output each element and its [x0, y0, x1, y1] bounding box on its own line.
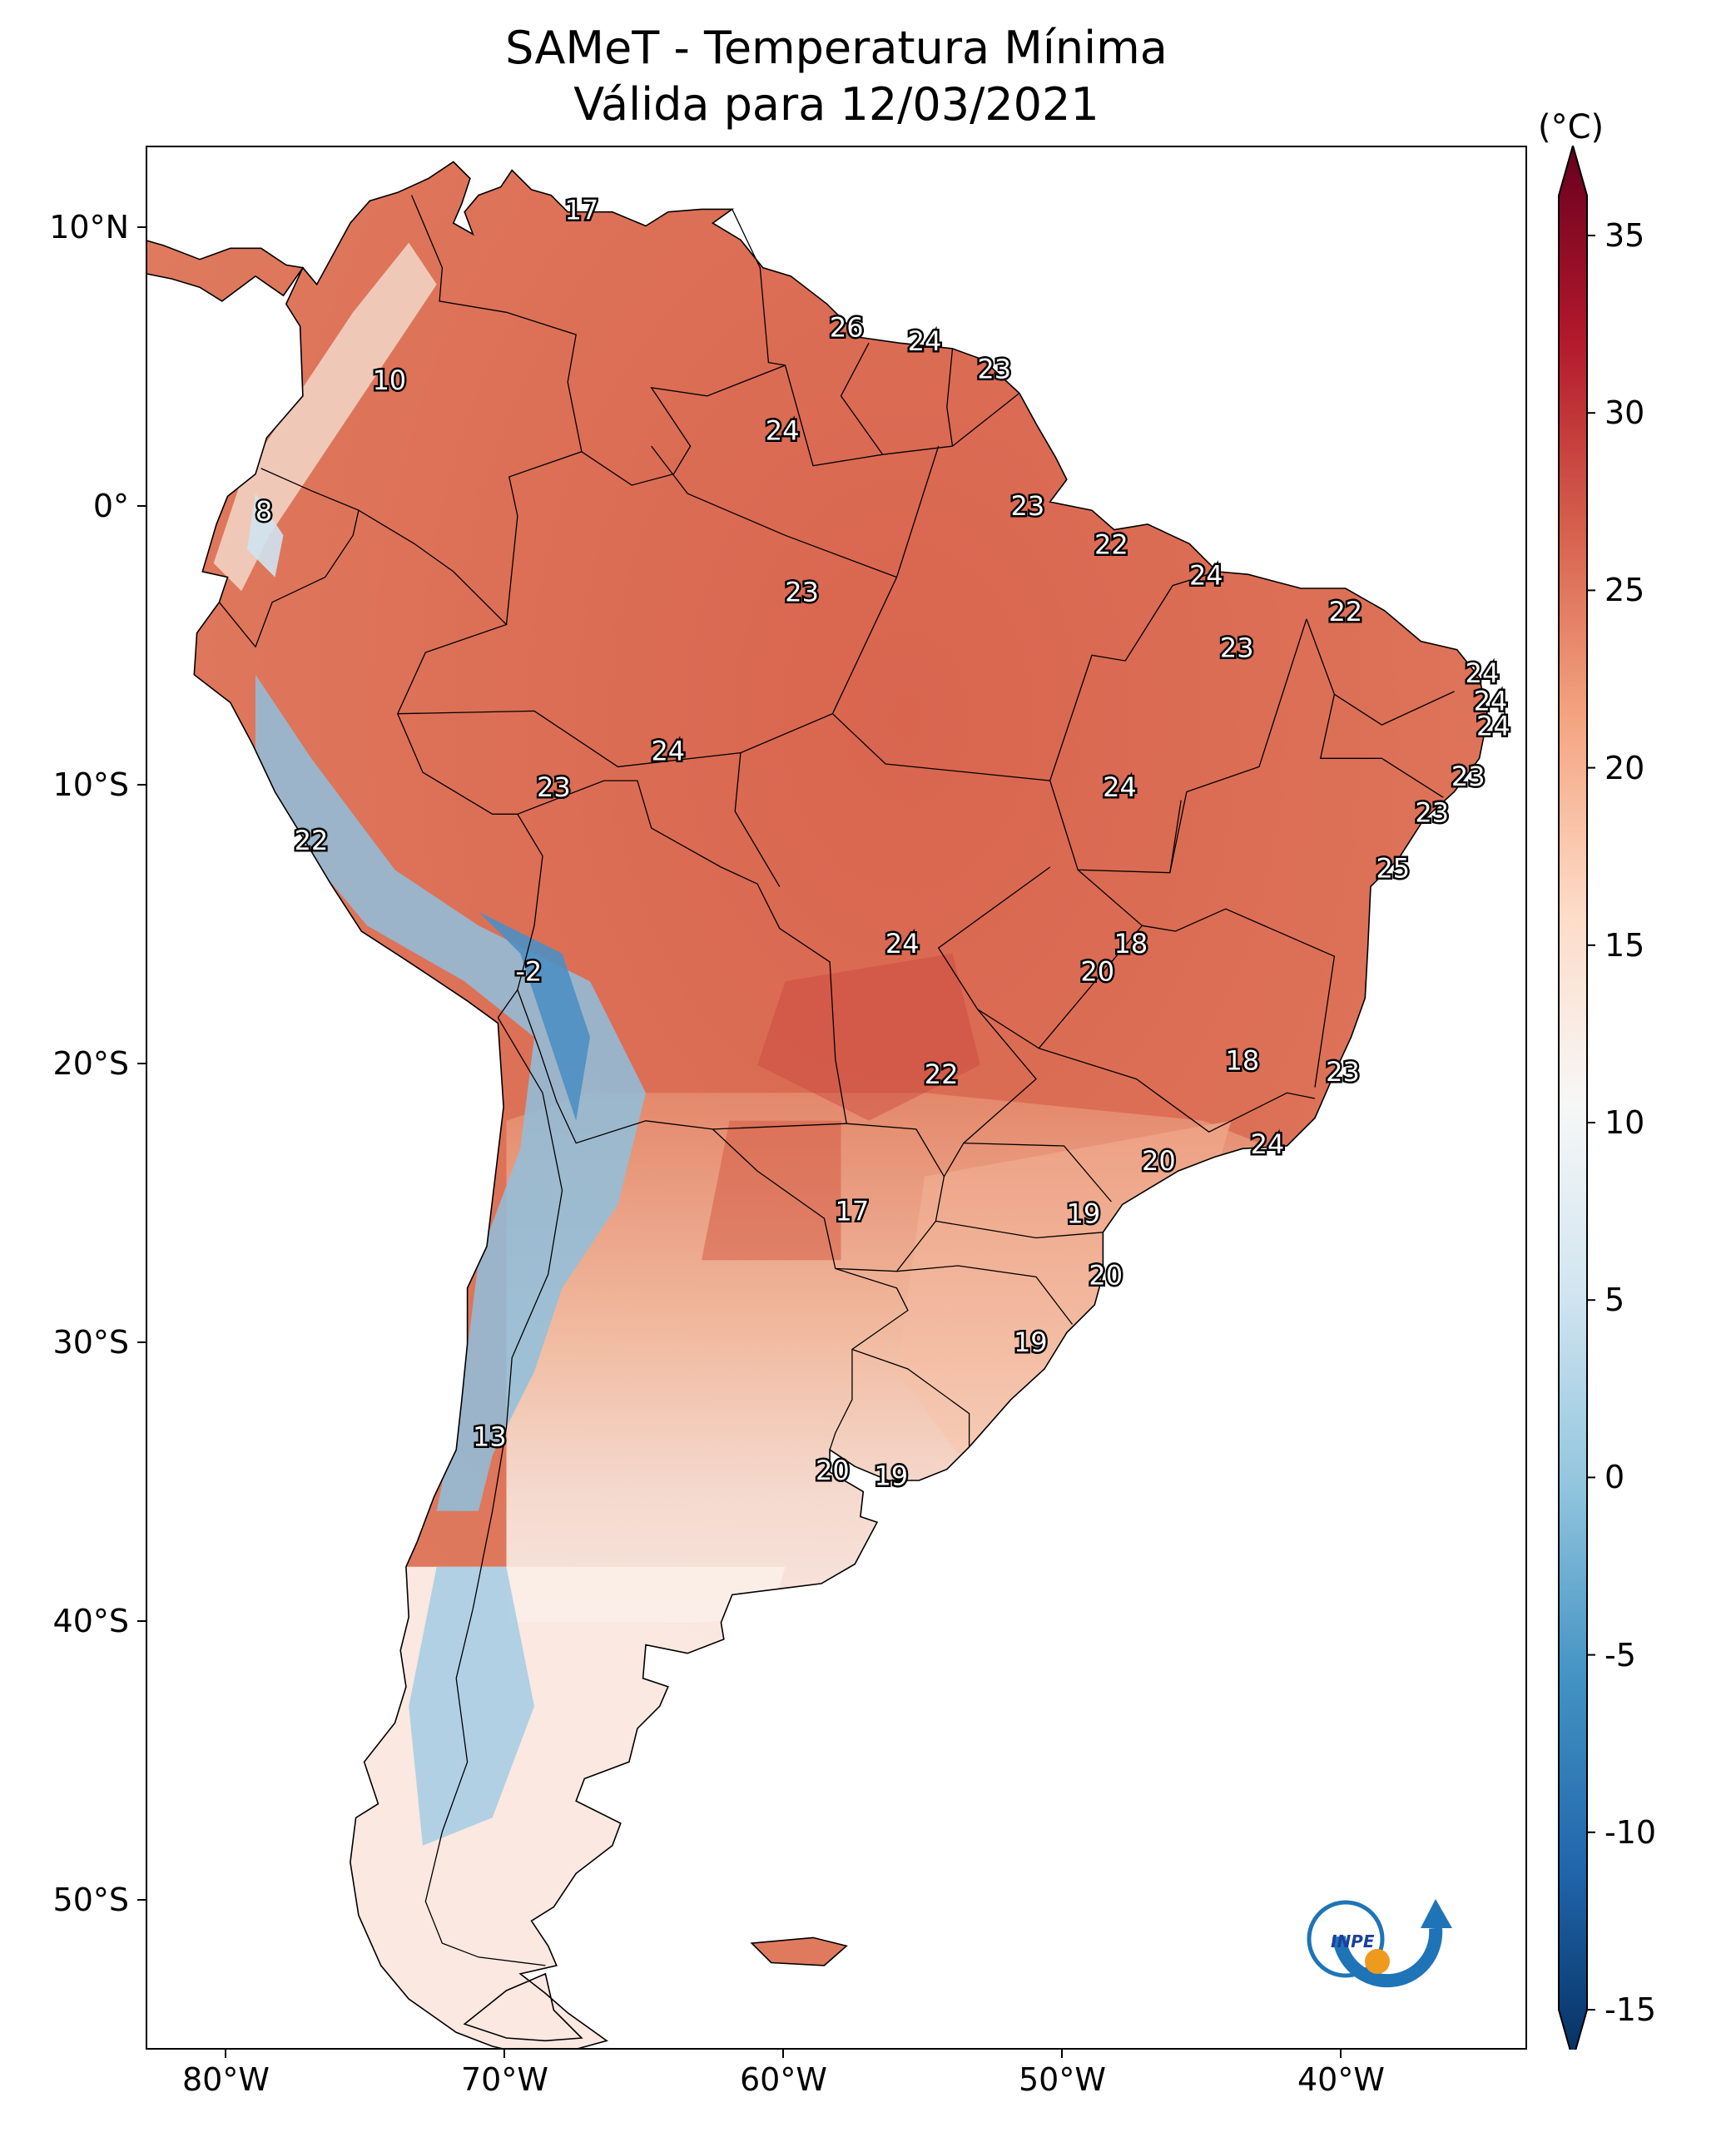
latitude-tick	[137, 1062, 146, 1064]
temperature-label: 22	[1094, 529, 1128, 561]
map-frame: 17 26 24 23 10 24 8 23 22 24 23 22 23 24 24 24 24 23 23 24 2…	[146, 146, 1527, 2050]
latitude-tick	[137, 783, 146, 786]
latitude-tick-label: 30°S	[52, 1323, 129, 1361]
temperature-label: 23	[1451, 761, 1486, 792]
colorbar-tick-label: 10	[1605, 1104, 1645, 1141]
temperature-label: 24	[1103, 771, 1137, 803]
temperature-label: 23	[537, 771, 571, 803]
latitude-tick-label: 40°S	[52, 1602, 129, 1639]
longitude-tick-label: 50°W	[1019, 2061, 1106, 2098]
temperature-label: 23	[785, 577, 819, 608]
longitude-tick-label: 80°W	[182, 2061, 270, 2098]
longitude-tick	[225, 2050, 227, 2058]
temperature-label: 26	[830, 311, 864, 343]
temperature-label: 19	[1067, 1198, 1101, 1230]
map-title: SAMeT - Temperatura Mínima	[505, 22, 1168, 74]
longitude-tick	[782, 2050, 785, 2058]
latitude-tick-label: 10°N	[49, 208, 129, 245]
land-area	[147, 161, 1489, 2048]
temperature-label: 22	[925, 1059, 959, 1090]
latitude-tick	[137, 1898, 146, 1901]
temperature-label: 20	[1080, 955, 1114, 987]
temperature-label: 24	[1466, 657, 1500, 689]
temperature-label: -2	[515, 955, 542, 987]
longitude-tick	[1340, 2050, 1342, 2058]
temperature-label: 22	[1328, 596, 1362, 627]
colorbar-tick-label: 5	[1605, 1282, 1625, 1319]
colorbar-tick-label: 30	[1605, 394, 1645, 432]
temperature-label: 10	[372, 364, 406, 396]
latitude-tick	[137, 226, 146, 228]
colorbar-tick-label: -15	[1605, 1991, 1657, 2028]
colorbar	[1558, 146, 1595, 2050]
colorbar-tick-label: 35	[1605, 217, 1645, 254]
inpe-logo: INPE	[1307, 1899, 1452, 1988]
colorbar-tick-label: 20	[1605, 749, 1645, 786]
logo-text: INPE	[1331, 1931, 1375, 1951]
colorbar-tick-label: 15	[1605, 926, 1645, 964]
temperature-label: 17	[836, 1195, 870, 1227]
latitude-tick-label: 10°S	[52, 766, 129, 803]
temperature-label: 24	[885, 928, 920, 959]
temperature-label: 8	[255, 496, 272, 528]
latitude-tick-label: 50°S	[52, 1881, 129, 1918]
country-state-borders	[218, 195, 1455, 1966]
temperature-label: 19	[1014, 1326, 1048, 1358]
temperature-label: 23	[1415, 796, 1449, 828]
temperature-label: 20	[816, 1455, 850, 1486]
temperature-label: 24	[908, 325, 942, 357]
temperature-label: 24	[651, 736, 685, 767]
colorbar-unit: (°C)	[1538, 108, 1605, 146]
temperature-label: 25	[1376, 852, 1410, 884]
temperature-label: 20	[1089, 1259, 1123, 1291]
latitude-tick-label: 20°S	[52, 1044, 129, 1082]
colorbar-tick-label: 25	[1605, 572, 1645, 609]
temperature-label: 24	[1251, 1128, 1285, 1160]
colorbar-tick-label: 0	[1605, 1459, 1625, 1496]
temperature-label: 24	[1476, 711, 1510, 742]
longitude-tick	[1061, 2050, 1064, 2058]
longitude-tick-label: 70°W	[461, 2061, 548, 2098]
temperature-label: 23	[1011, 490, 1045, 522]
map-subtitle: Válida para 12/03/2021	[573, 78, 1099, 131]
latitude-tick	[137, 1619, 146, 1622]
temperature-label: 13	[473, 1421, 507, 1453]
longitude-tick-label: 40°W	[1297, 2061, 1385, 2098]
temperature-label: 23	[977, 354, 1011, 385]
longitude-tick-label: 60°W	[740, 2061, 827, 2098]
temperature-label: 18	[1114, 928, 1148, 959]
longitude-tick	[503, 2050, 506, 2058]
temperature-label: 18	[1226, 1045, 1260, 1077]
colorbar-tick-label: -5	[1605, 1636, 1636, 1674]
temperature-label: 23	[1326, 1056, 1360, 1088]
temperature-label: 22	[295, 825, 329, 856]
temperature-label: 23	[1220, 632, 1254, 664]
temperature-label: 24	[1189, 560, 1223, 592]
temperature-label: 24	[766, 414, 800, 446]
colorbar-tick-label: -10	[1605, 1813, 1657, 1851]
latitude-tick-label: 0°	[92, 487, 129, 524]
temperature-label: 24	[1474, 685, 1508, 717]
latitude-tick	[137, 1341, 146, 1343]
temperature-label: 17	[565, 195, 599, 226]
temperature-label: 20	[1142, 1145, 1176, 1177]
temperature-label: 19	[874, 1460, 908, 1492]
latitude-tick	[137, 504, 146, 507]
